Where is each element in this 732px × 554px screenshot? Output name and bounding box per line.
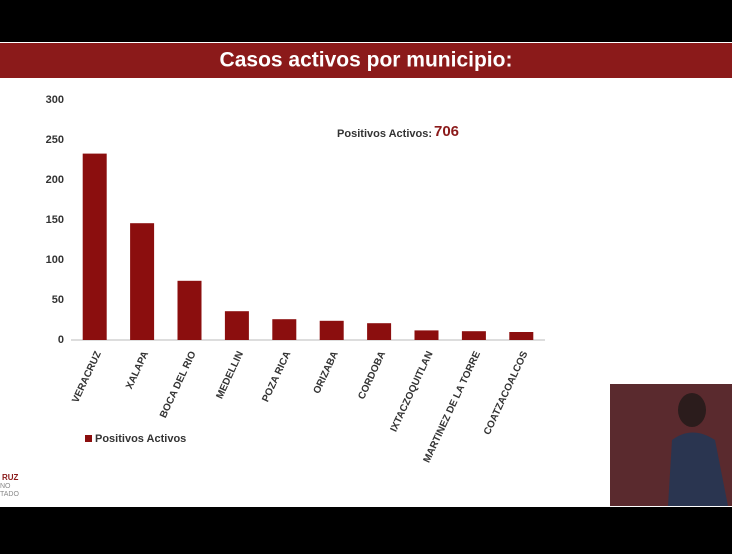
bar [319, 320, 344, 340]
bar [414, 330, 439, 340]
y-tick-label: 300 [46, 94, 64, 106]
bar [272, 319, 297, 340]
bar [224, 311, 249, 340]
bar [177, 280, 202, 340]
legend-swatch [85, 435, 92, 442]
logo-text: RUZ [2, 473, 19, 482]
chart-title: Casos activos por municipio: [220, 49, 513, 72]
bar [367, 323, 392, 340]
bar [130, 223, 155, 340]
y-tick-label: 150 [46, 214, 64, 226]
bar [509, 332, 534, 340]
y-tick-label: 200 [46, 174, 64, 186]
annotation-label: Positivos Activos: [337, 128, 432, 140]
y-tick-label: 250 [46, 134, 64, 146]
legend-label: Positivos Activos [95, 433, 186, 445]
logo-text: NO [0, 483, 11, 490]
interpreter-head [678, 393, 706, 427]
interpreter-body [668, 432, 728, 506]
annotation-value: 706 [434, 123, 459, 140]
y-tick-label: 50 [52, 294, 64, 306]
y-tick-label: 100 [46, 254, 64, 266]
y-tick-label: 0 [58, 334, 64, 346]
bar [461, 331, 486, 340]
title-band [0, 43, 732, 78]
logo-text: TADO [0, 491, 19, 498]
bar [82, 153, 107, 340]
